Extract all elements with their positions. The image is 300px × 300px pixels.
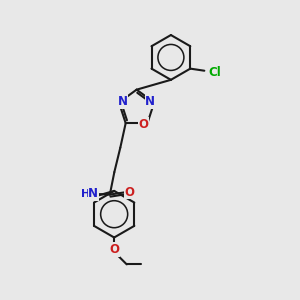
Text: O: O bbox=[139, 118, 149, 130]
Text: O: O bbox=[110, 243, 119, 256]
Text: O: O bbox=[124, 186, 135, 199]
Text: Cl: Cl bbox=[209, 66, 222, 79]
Text: N: N bbox=[145, 95, 155, 108]
Text: N: N bbox=[118, 95, 128, 108]
Text: N: N bbox=[88, 188, 98, 200]
Text: H: H bbox=[81, 189, 90, 199]
